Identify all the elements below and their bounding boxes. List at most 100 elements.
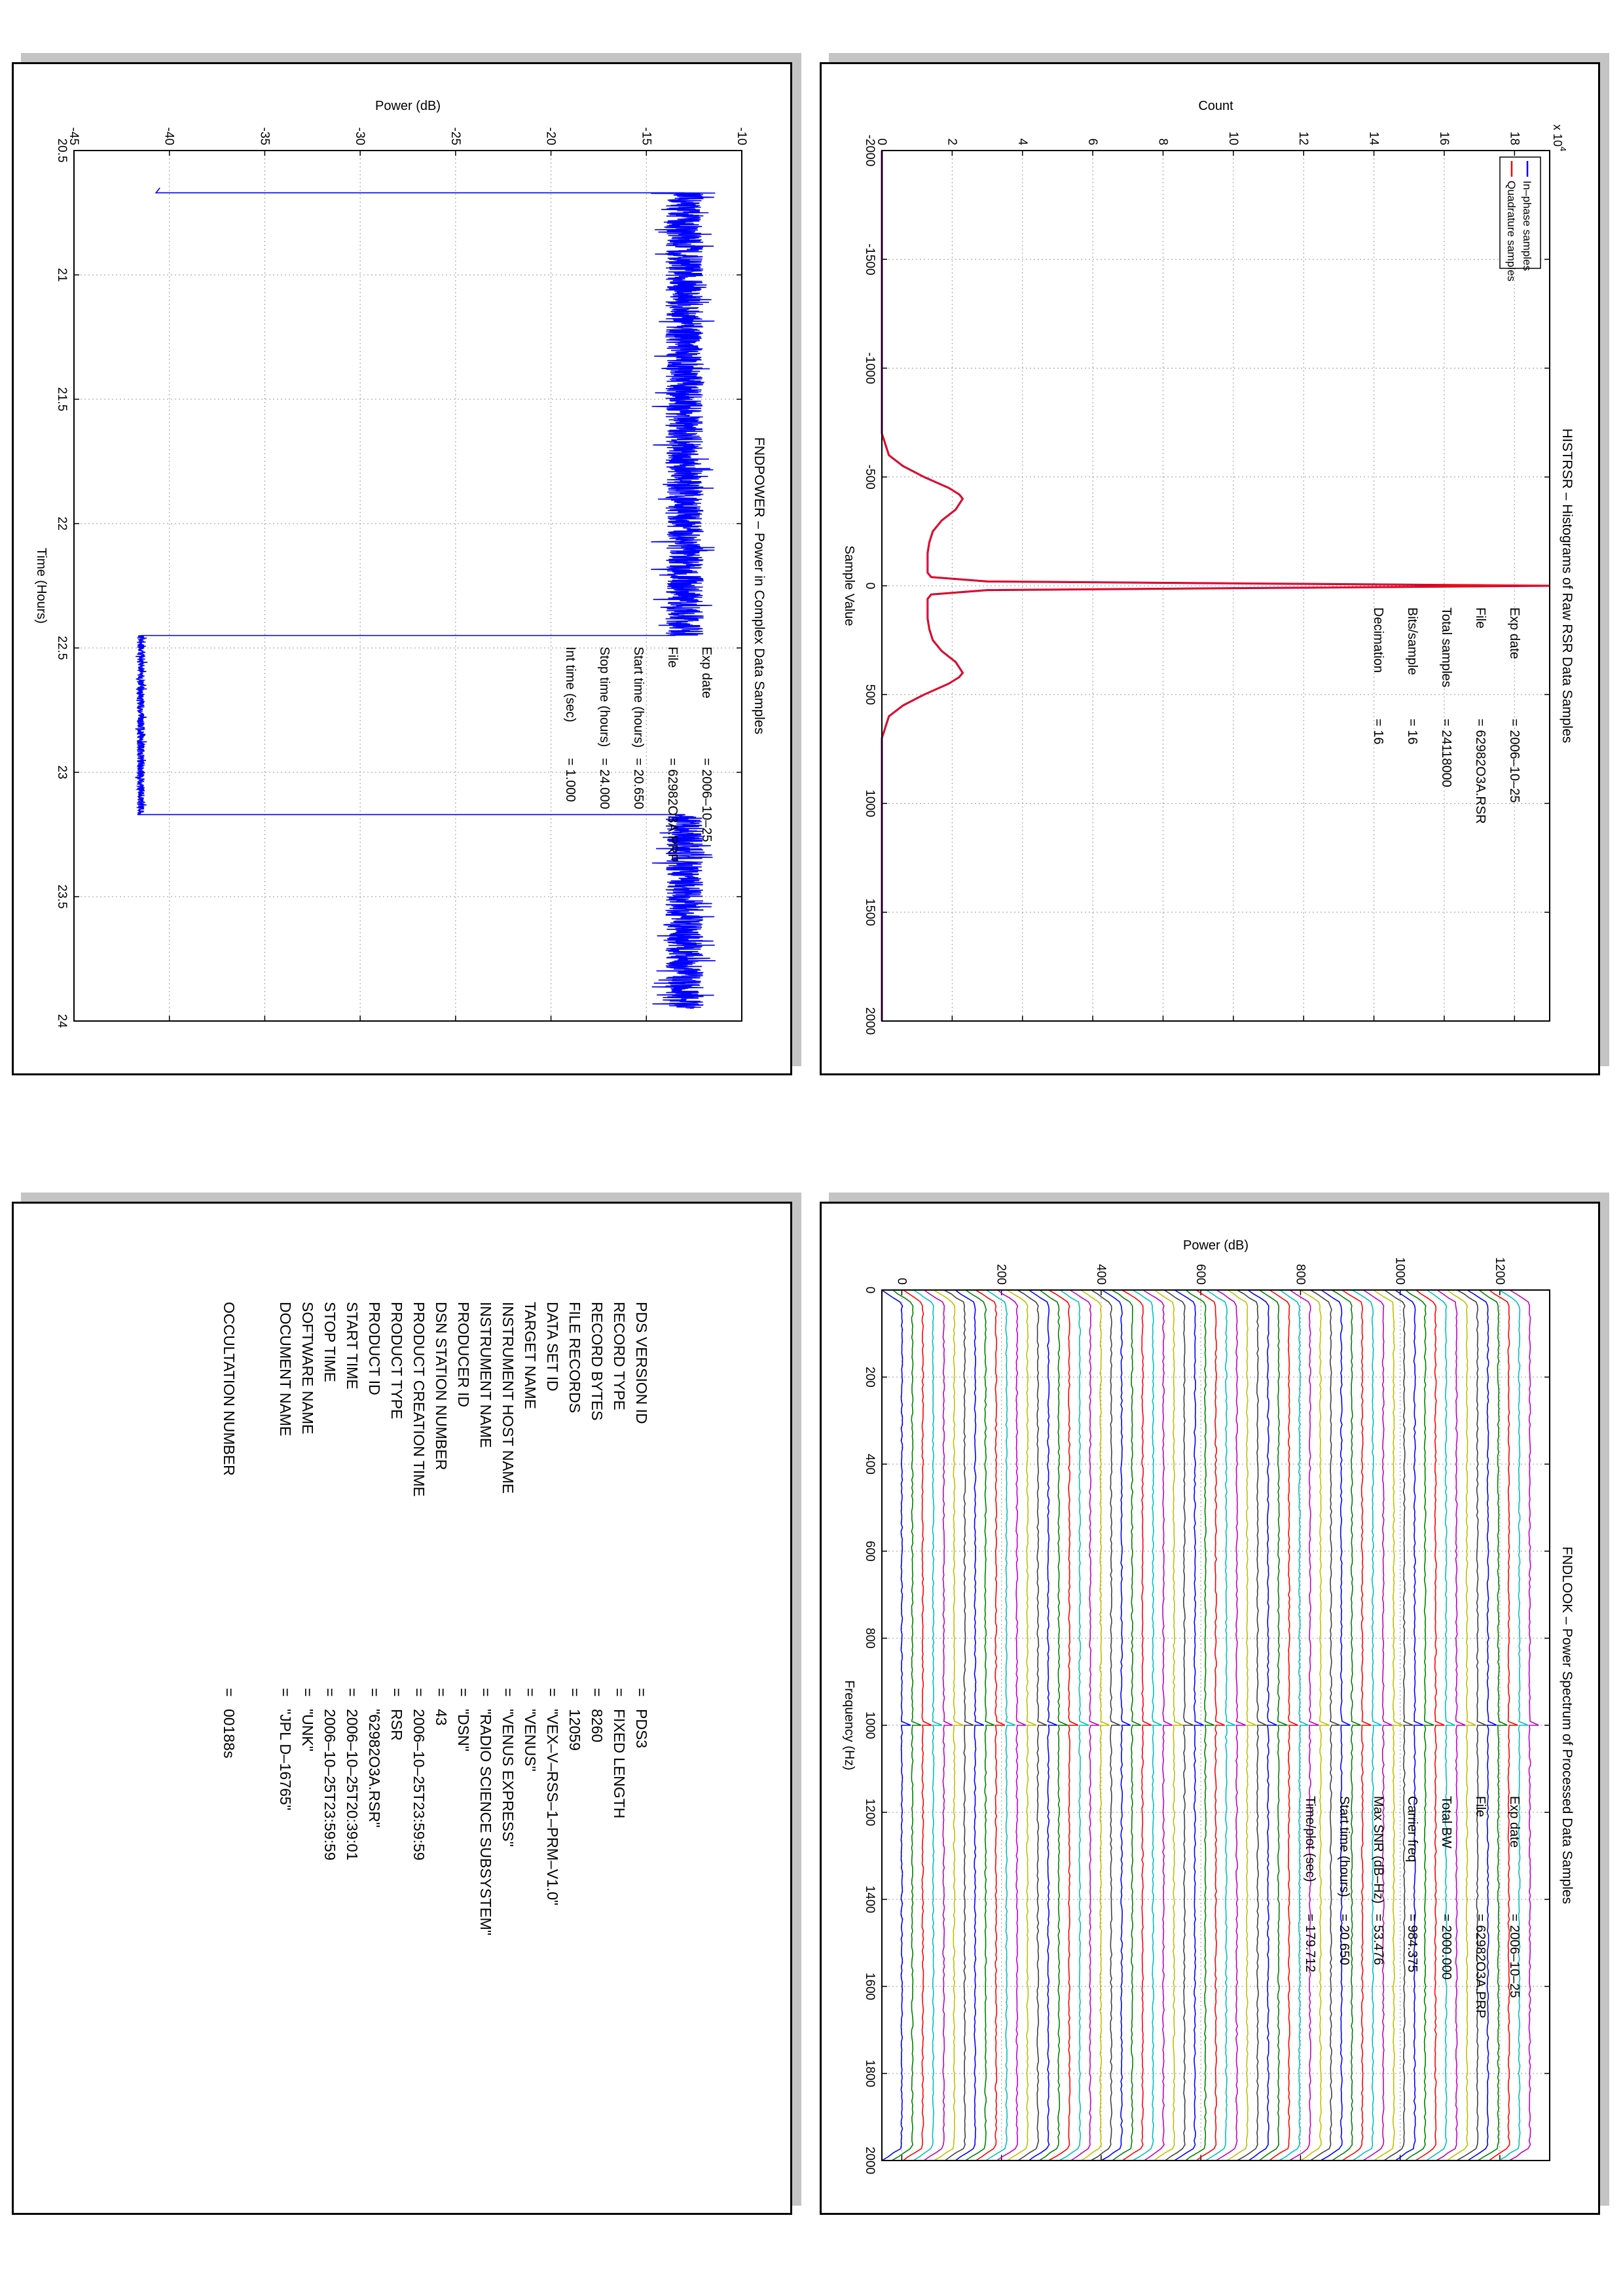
label-key: PRODUCT CREATION TIME [410,1302,428,1497]
label-key: STOP TIME [321,1302,338,1382]
x-tick-label: 1400 [863,1886,877,1913]
y-axis-label: Power (dB) [1183,1238,1249,1253]
label-key: OCCULTATION NUMBER [221,1302,238,1476]
label-key: DOCUMENT NAME [277,1302,294,1437]
y-tick-label: 14 [1367,132,1381,146]
annotation-value: = 2006–10–25 [699,758,714,842]
x-tick-label: -500 [863,465,877,490]
fndlook-chart: 0 200 400 600 800 1000 1200 1400 1600 1800 2000 0 20… [842,1238,1575,2174]
label-equals: = [277,1688,294,1697]
label-equals: = [633,1688,650,1697]
y-tick-label: 1200 [1493,1257,1506,1285]
spectrum-line [1269,1289,1298,2161]
spectrum-line [985,1289,1016,2161]
annotation-label: Exp date [699,647,714,698]
spectrum-line [1489,1289,1518,2161]
x-tick-label: 22 [55,516,69,530]
chart-title: FNDPOWER – Power in Complex Data Samples [752,437,767,734]
spectrum-line [1447,1289,1476,2161]
fndpower-rotated-frame: 20.5 21 21.5 22 22.5 23 23.5 24 -45 -40 -35 -30 -25 -… [14,64,794,1077]
spectrum-line [965,1289,995,2161]
annotation-value: = 24118000 [1439,719,1453,787]
spectrum-line [1111,1289,1142,2161]
annotation-value: = 20.650 [631,758,646,809]
x-tick-label: 1800 [863,2060,877,2087]
spectrum-line [1405,1289,1434,2161]
y-multiplier: x 10 [1551,124,1564,147]
spectrum-line [955,1289,985,2161]
spectrum-line [1101,1289,1131,2161]
spectrum-line [1006,1289,1037,2161]
label-equals: = [410,1688,428,1697]
label-key: INSTRUMENT HOST NAME [500,1302,517,1494]
x-tick-label: 1200 [863,1799,877,1826]
annotation-value: = 24.000 [597,758,611,809]
label-equals: = [455,1688,472,1697]
y-tick-label: -45 [67,128,81,145]
plot-border [881,150,1550,1022]
spectrum-line [1122,1289,1152,2161]
spectrum-line [943,1289,974,2161]
spectrum-line [1279,1289,1309,2161]
label-value: 00188s [221,1709,238,1759]
y-tick-label: -30 [353,128,367,145]
spectrum-line [903,1289,932,2161]
annotation-value: = 984.375 [1405,1914,1419,1973]
label-value: 12059 [566,1709,583,1751]
spectrum-line [1142,1289,1173,2161]
fndlook-rotated-frame: 0 200 400 600 800 1000 1200 1400 1600 1800 2000 0 20… [822,1204,1602,2217]
label-value: 43 [433,1709,450,1726]
spectrum-line [1320,1289,1351,2161]
spectrum-line [1059,1289,1089,2161]
x-tick-label: 23.5 [55,885,69,909]
x-tick-label: 2000 [863,1007,877,1035]
label-equals: = [388,1688,405,1697]
spectrum-line [1310,1289,1340,2161]
spectrum-line [923,1289,953,2161]
x-tick-label: 1000 [863,1712,877,1739]
annotation-label: Max SNR (dB–Hz) [1371,1796,1385,1903]
spectrum-line [1300,1289,1330,2161]
label-equals: = [589,1688,606,1697]
annotation-value: = 2000.000 [1439,1914,1453,1980]
y-tick-label: 0 [875,138,888,145]
spectrum-line [1247,1289,1277,2161]
spectrum-line [1467,1289,1497,2161]
y-tick-label: 200 [994,1264,1008,1285]
spectrum-line [975,1289,1006,2161]
fndpower-panel: 20.5 21 21.5 22 22.5 23 23.5 24 -45 -40 -35 -30 -25 -… [12,62,792,1075]
x-tick-label: 22.5 [55,636,69,660]
x-axis-label: Sample Value [842,545,856,626]
annotation-value: = 179.712 [1303,1914,1317,1973]
x-tick-label: 0 [863,583,877,590]
annotation-value: = 2006–10–25 [1507,719,1522,802]
spectrum-line [1259,1289,1288,2161]
x-tick-label: 800 [863,1628,877,1649]
annotation-label: Exp date [1507,607,1522,659]
x-tick-label: -1500 [863,243,877,276]
y-tick-label: 1000 [1393,1257,1407,1285]
label-key: SOFTWARE NAME [299,1302,316,1435]
label-value: PDS3 [633,1709,650,1749]
plot-border [881,1289,1550,2161]
annotation-label: File [1473,1796,1487,1817]
annotation-label: Stop time (hours) [597,647,611,747]
annotation-label: Time/plot (sec) [1303,1796,1317,1882]
annotation-label: Int time (sec) [563,647,577,723]
label-equals: = [299,1688,316,1697]
spectrum-line [1163,1289,1194,2161]
spectrum-line [1383,1289,1413,2161]
histrsr-rotated-frame: -2000 -1500 -1000 -500 0 500 1000 1500 2000 0 2 4 6 8… [822,64,1602,1077]
x-tick-label: 21.5 [55,387,69,412]
fndlook-panel: 0 200 400 600 800 1000 1200 1400 1600 1800 2000 0 20… [820,1202,1600,2215]
legend-entry: Quadrature samples [1505,181,1518,281]
label-equals: = [566,1688,583,1697]
label-value: "JPL D–16765" [277,1709,294,1810]
label-key: START TIME [344,1302,361,1390]
y-tick-label: 6 [1085,138,1099,145]
plot-area [74,151,742,1021]
spectrum-line [1237,1289,1267,2161]
y-tick-label: 8 [1156,138,1169,145]
x-tick-label: 24 [55,1014,69,1028]
spectrum-line [1195,1289,1226,2161]
